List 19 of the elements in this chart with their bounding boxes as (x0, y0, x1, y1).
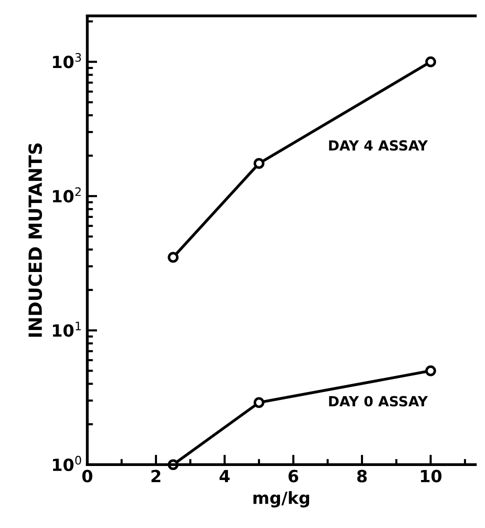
x-tick-label: 8 (357, 470, 367, 482)
series-label: DAY 4 ASSAY (329, 140, 428, 151)
x-axis-title: mg/kg (253, 491, 310, 508)
series-label: DAY 0 ASSAY (329, 396, 428, 406)
y-tick-label: 10$^{1}$ (52, 322, 81, 337)
point (254, 158, 264, 169)
point (425, 365, 436, 376)
x-tick-label: 0 (82, 470, 92, 482)
y-tick-label: 10$^{0}$ (52, 456, 82, 472)
point (425, 56, 436, 68)
point (254, 397, 264, 408)
y-tick-label: 10$^{3}$ (52, 52, 81, 68)
x-tick-label: 4 (220, 470, 230, 482)
y-tick-label: 10$^{2}$ (52, 187, 81, 203)
x-tick-label: 6 (288, 470, 298, 482)
x-tick-label: 2 (151, 470, 160, 482)
y-axis-title: INDUCED MUTANTS (28, 143, 42, 337)
x-tick-label: 10 (420, 470, 442, 482)
point (168, 252, 179, 263)
